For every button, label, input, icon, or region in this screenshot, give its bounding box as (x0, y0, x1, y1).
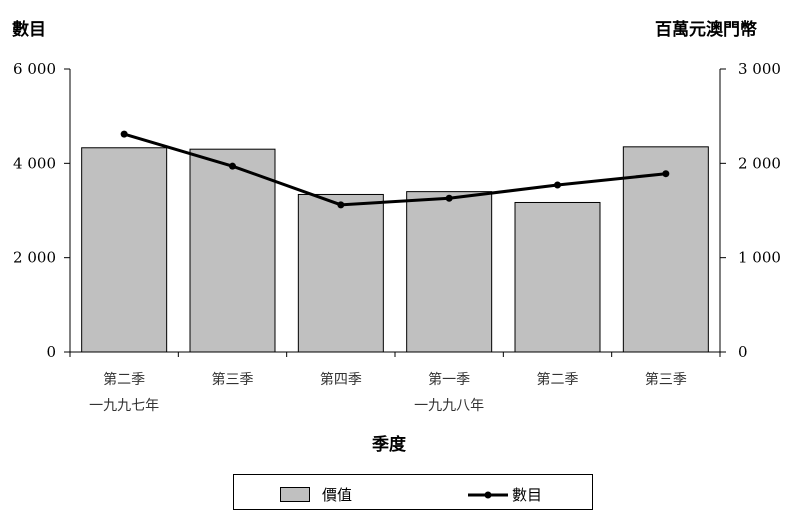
count-point-2 (229, 162, 236, 170)
count-point-3 (337, 201, 345, 209)
count-point-1 (120, 130, 128, 138)
count-point-5 (554, 181, 561, 189)
count-point-4 (445, 194, 453, 202)
legend-line-swatch (468, 491, 508, 498)
bar-1 (81, 147, 168, 353)
right-tick-label: 3 000 (738, 60, 781, 78)
bar-4 (406, 191, 493, 353)
bar-5 (514, 201, 601, 353)
legend-item-line: 數目 (468, 484, 542, 505)
left-tick-label: 4 000 (13, 154, 56, 172)
category-label-1: 第二季 (103, 371, 145, 388)
category-label-5: 第二季 (537, 371, 579, 388)
right-axis-title: 百萬元澳門幣 (655, 20, 757, 40)
x-axis-title: 季度 (372, 435, 406, 455)
bar-3 (297, 193, 384, 353)
legend-item-bars: 價值 (280, 484, 352, 505)
combo-chart: 0 2 000 4 000 6 000 0 1 000 2 000 3 000 第二季一九九七年… (13, 60, 781, 414)
bar-6 (622, 146, 709, 353)
category-year-label-1: 一九九七年 (89, 398, 159, 414)
right-tick-label: 2 000 (738, 154, 781, 172)
right-tick-label: 1 000 (738, 249, 781, 267)
count-point-6 (662, 170, 670, 178)
left-tick-label: 2 000 (13, 249, 56, 267)
left-axis-title: 數目 (12, 20, 46, 40)
legend: 價值 數目 (233, 474, 593, 510)
category-label-2: 第三季 (212, 371, 254, 388)
category-label-4: 第一季 (428, 371, 470, 388)
category-label-6: 第三季 (645, 371, 687, 388)
legend-line-label: 數目 (512, 486, 543, 504)
category-year-label-4: 一九九八年 (414, 398, 484, 414)
count-line (123, 132, 666, 207)
right-tick-label: 0 (738, 343, 748, 361)
legend-bar-swatch (280, 487, 310, 502)
legend-bar-label: 價值 (322, 486, 353, 504)
left-tick-label: 0 (46, 343, 56, 361)
left-tick-label: 6 000 (13, 60, 56, 78)
bar-2 (189, 148, 276, 353)
category-label-3: 第四季 (320, 371, 362, 388)
